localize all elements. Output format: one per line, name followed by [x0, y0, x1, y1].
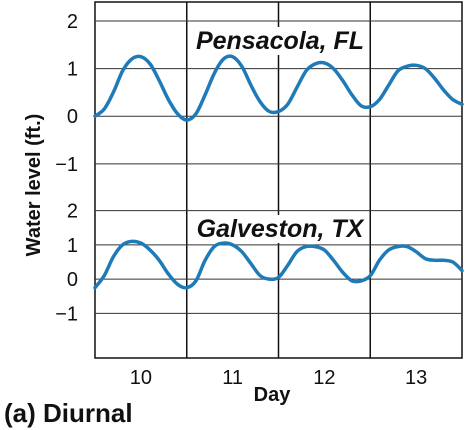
galveston-y-tick-label: −1 [55, 303, 78, 325]
galveston-y-tick-label: 1 [67, 235, 78, 257]
pensacola-y-tick-label: 1 [67, 59, 78, 81]
x-tick-label: 12 [313, 367, 335, 389]
pensacola-title-background [191, 27, 369, 55]
y-axis-title: Water level (ft.) [23, 114, 45, 257]
pensacola-y-tick-label: −1 [55, 154, 78, 176]
pensacola-tide-line [93, 54, 464, 122]
pensacola-y-tick-label: 0 [67, 106, 78, 128]
galveston-y-tick-label: 2 [67, 201, 78, 223]
pensacola-y-tick-label: 2 [67, 11, 78, 33]
galveston-title-background [192, 215, 369, 243]
figure-caption: (a) Diurnal [4, 398, 133, 428]
x-axis-title: Day [254, 384, 292, 406]
galveston-panel-title: Galveston, TX [197, 215, 365, 243]
x-tick-label: 10 [130, 367, 152, 389]
x-tick-label: 11 [222, 367, 243, 389]
x-tick-label: 13 [405, 367, 427, 389]
galveston-y-tick-label: 0 [67, 269, 78, 291]
pensacola-panel-title: Pensacola, FL [196, 27, 364, 55]
galveston-tide-line [93, 239, 464, 290]
